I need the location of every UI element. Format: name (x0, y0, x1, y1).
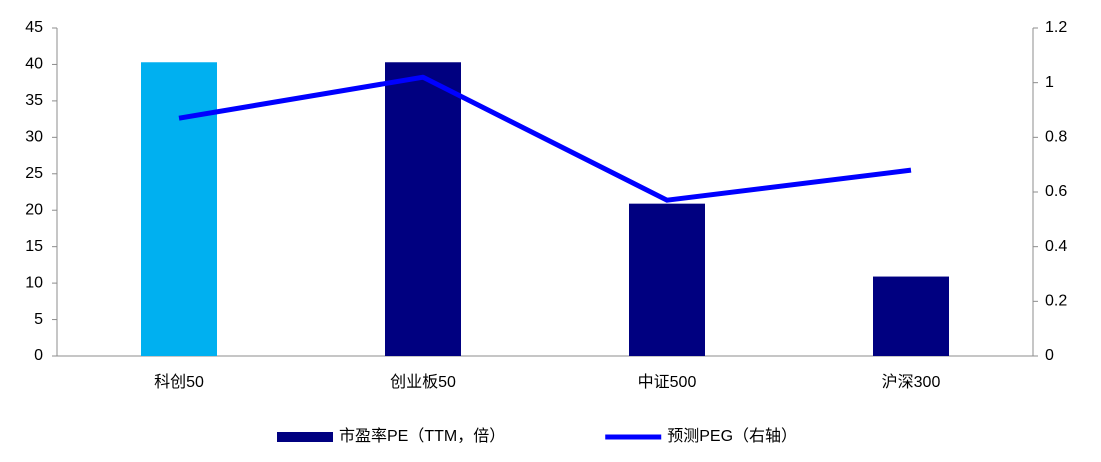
x-tick-label: 中证500 (638, 373, 697, 391)
y-tick-label: 35 (25, 92, 43, 109)
x-tick-label: 科创50 (154, 373, 204, 391)
y-tick-label: 30 (25, 129, 43, 146)
y-tick-label: 15 (25, 238, 43, 255)
line (178, 74, 912, 203)
legend-swatch (277, 432, 333, 442)
y-tick-label: 20 (25, 201, 43, 218)
y2-tick-label: 1.2 (1045, 19, 1067, 36)
y2-tick-label: 0 (1045, 347, 1054, 364)
y2-tick-label: 1 (1045, 74, 1054, 91)
y2-tick-label: 0.4 (1045, 238, 1067, 255)
x-tick-label: 沪深300 (882, 373, 941, 391)
bar (385, 62, 461, 356)
bar (141, 62, 217, 356)
legend-label: 预测PEG（右轴） (667, 427, 797, 445)
y2-tick-label: 0.6 (1045, 183, 1067, 200)
bar (629, 203, 705, 356)
legend-label: 市盈率PE（TTM，倍） (339, 427, 505, 445)
bar (873, 276, 949, 356)
y-tick-label: 45 (25, 19, 43, 36)
y2-tick-label: 0.2 (1045, 293, 1067, 310)
y-tick-label: 25 (25, 165, 43, 182)
y2-tick-label: 0.8 (1045, 129, 1067, 146)
y-tick-label: 5 (34, 311, 43, 328)
y-tick-label: 40 (25, 56, 43, 73)
y-tick-label: 10 (25, 274, 43, 291)
x-tick-label: 创业板50 (390, 373, 456, 391)
y-tick-label: 0 (34, 347, 43, 364)
